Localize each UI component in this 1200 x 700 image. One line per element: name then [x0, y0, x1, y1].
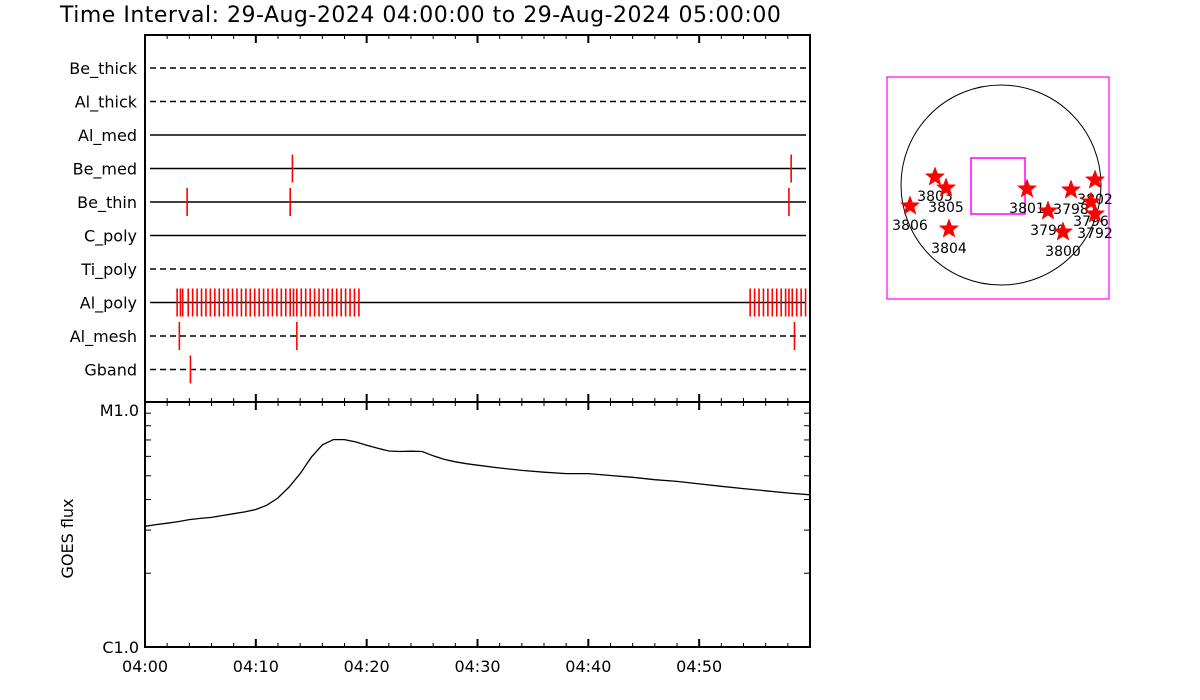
x-tick-label: 04:40: [565, 657, 611, 676]
solar-disk-map: 3803380538063804380137983802379637993792…: [886, 76, 1113, 300]
x-tick-label: 04:30: [454, 657, 500, 676]
active-region-star: [1080, 191, 1102, 211]
channel-label: Gband: [84, 361, 137, 380]
map-frame: [886, 76, 1110, 300]
active-region-label: 3806: [892, 218, 928, 234]
active-region-star: [1060, 179, 1082, 199]
channel-label: Al_poly: [80, 294, 137, 314]
y-tick-label: M1.0: [100, 401, 139, 420]
active-region-star: [935, 177, 957, 197]
y-tick-label: C1.0: [102, 638, 139, 657]
solar-limb: [900, 84, 1102, 286]
active-region-star: [924, 166, 946, 186]
channel-label: Be_thick: [69, 59, 137, 79]
active-region-label: 3798: [1053, 202, 1089, 218]
instrument-timeline-chart: Be_thick Al_thick Al_med Be_med Be_thin C_pol…: [69, 34, 811, 403]
y-axis-label: GOES flux: [58, 498, 77, 578]
active-region-star: [1037, 200, 1059, 220]
page-title: Time Interval: 29-Aug-2024 04:00:00 to 2…: [60, 3, 782, 28]
goes-flux-line: [144, 438, 811, 527]
timeline-frame: [144, 34, 811, 403]
active-region-star: [1084, 169, 1106, 189]
active-region-star: [1052, 221, 1074, 241]
channel-label: Ti_poly: [80, 260, 137, 280]
active-region-label: 3792: [1077, 226, 1113, 242]
channel-label: Be_med: [73, 160, 137, 180]
channel-label: C_poly: [84, 227, 137, 247]
x-tick-label: 04:10: [233, 657, 279, 676]
active-region-star: [1016, 178, 1038, 198]
channel-label: Al_thick: [75, 93, 138, 113]
channel-label: Be_thin: [77, 193, 137, 213]
x-tick-label: 04:50: [676, 657, 722, 676]
active-region-label: 3799: [1030, 223, 1066, 239]
active-region-star: [938, 218, 960, 238]
active-region-star: [899, 195, 921, 215]
channel-label: Al_mesh: [70, 327, 137, 347]
active-region-label: 3800: [1045, 244, 1081, 260]
active-region-label: 3801: [1009, 201, 1045, 217]
active-region-label: 3805: [928, 200, 964, 216]
x-tick-label: 04:00: [122, 657, 168, 676]
goes-frame: [144, 401, 811, 648]
x-tick-label: 04:20: [344, 657, 390, 676]
goes-flux-chart: 04:00 04:10 04:20 04:30 04:40 04:50 C1.0 M1.0 GO…: [58, 401, 811, 676]
active-region-star: [1084, 203, 1106, 223]
active-region-label: 3804: [931, 241, 967, 257]
channel-label: Al_med: [78, 126, 137, 146]
